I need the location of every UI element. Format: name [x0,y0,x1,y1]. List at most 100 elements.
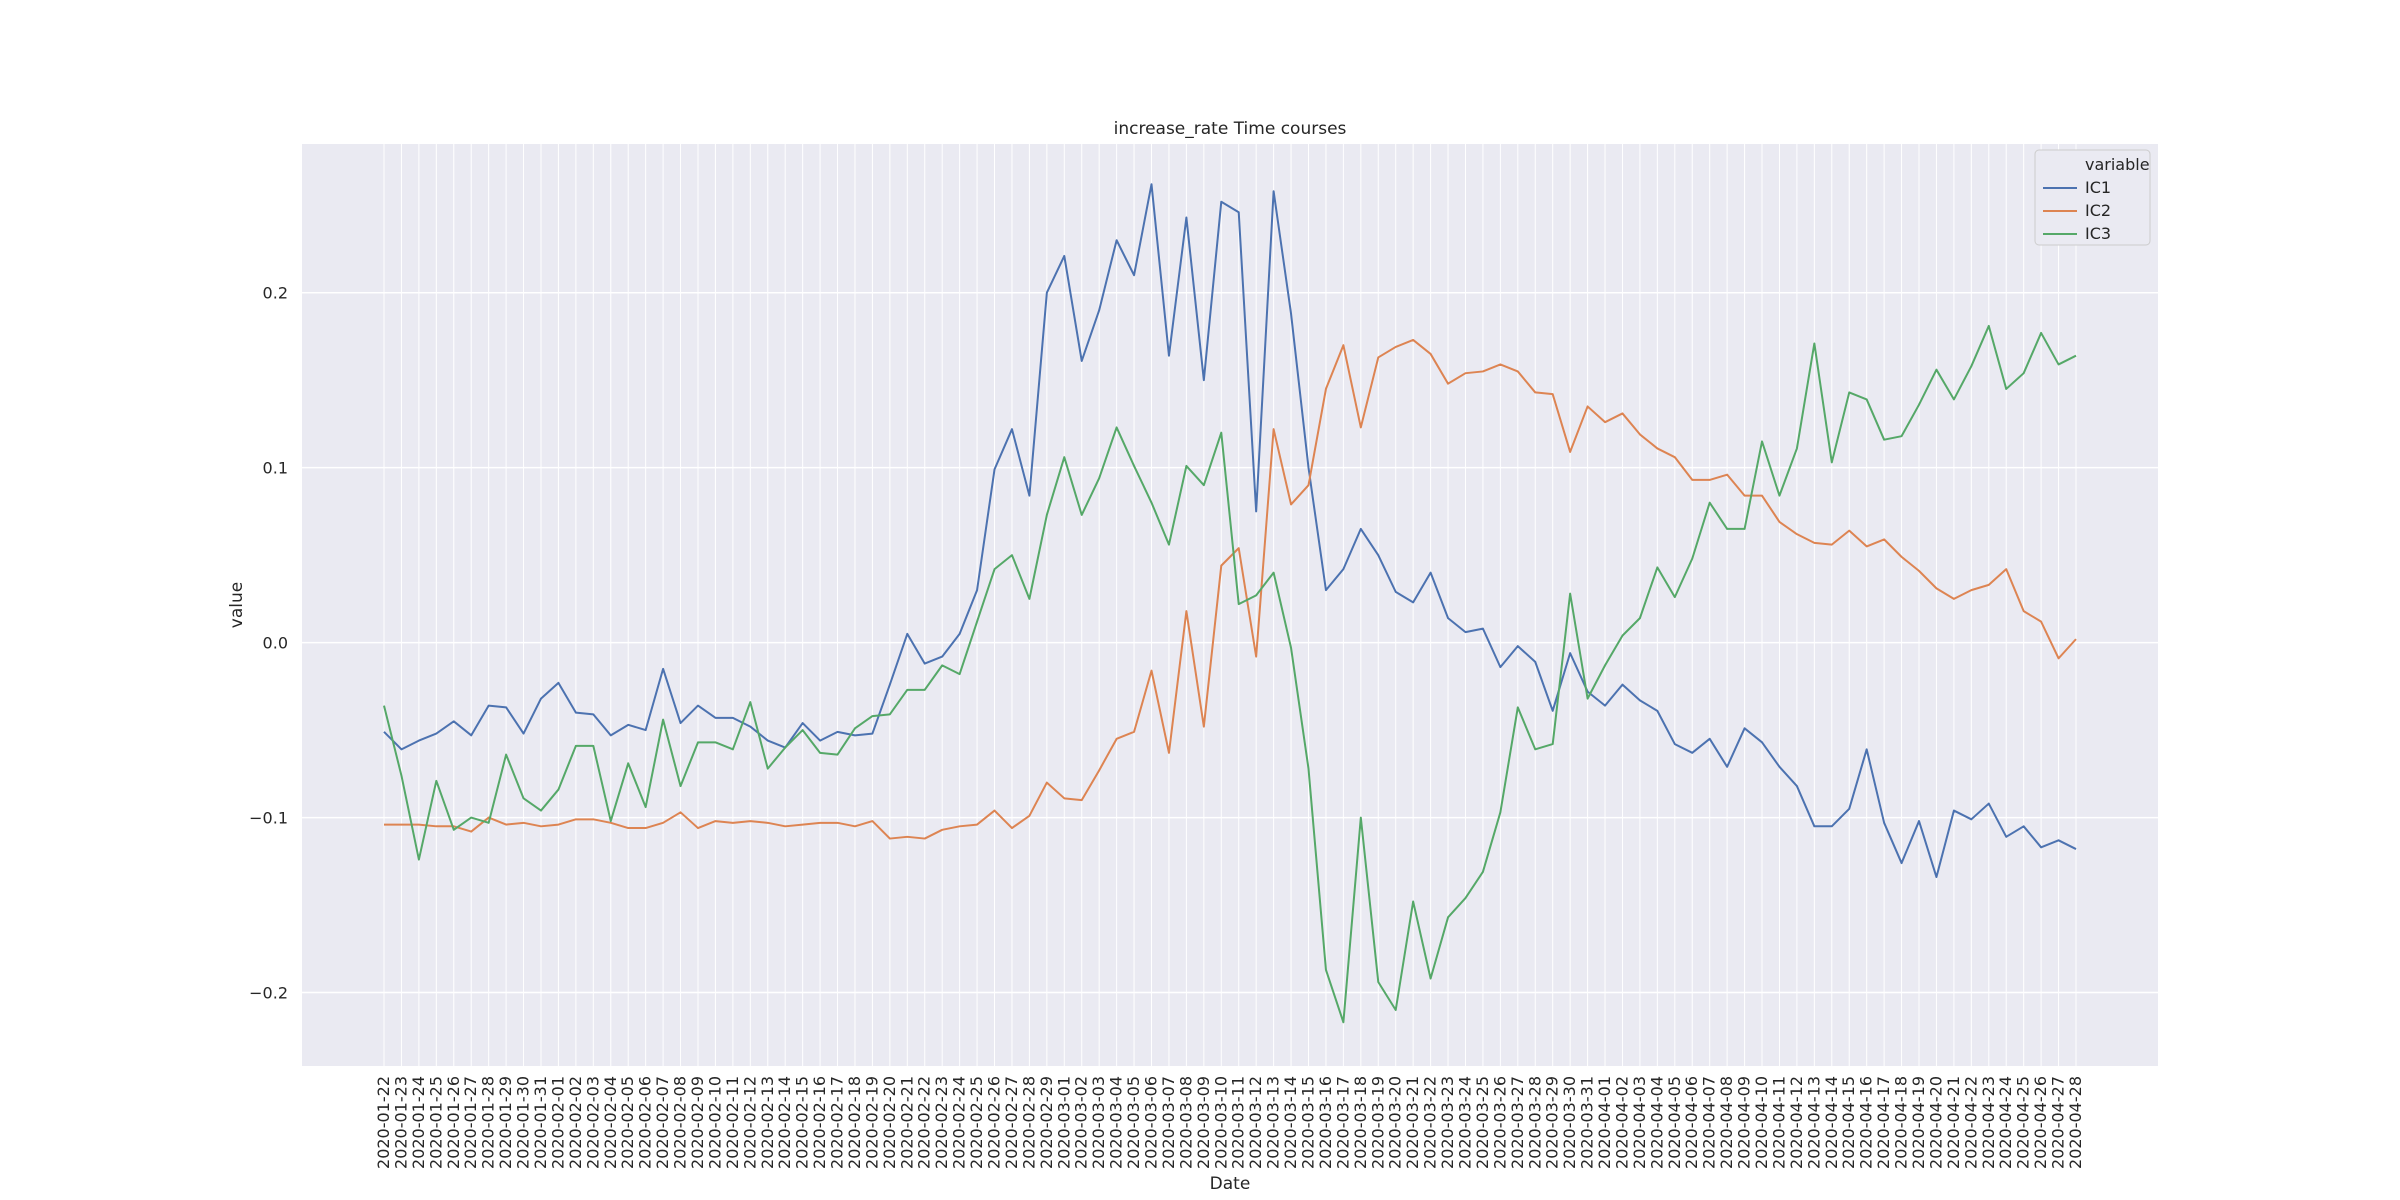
x-tick-label: 2020-03-24 [1455,1076,1474,1169]
x-tick-label: 2020-04-03 [1630,1076,1649,1169]
x-tick-label: 2020-02-02 [566,1076,585,1169]
x-tick-label: 2020-04-17 [1874,1076,1893,1169]
legend-box [2034,149,2151,246]
x-tick-label: 2020-04-02 [1612,1076,1631,1169]
x-tick-label: 2020-02-08 [671,1076,690,1169]
x-tick-label: 2020-03-02 [1072,1076,1091,1169]
x-tick-label: 2020-03-25 [1473,1076,1492,1169]
legend: variable IC1 IC2 IC3 [2034,149,2151,246]
legend-label-ic1: IC1 [2085,178,2111,197]
y-axis-title: value [227,582,247,628]
x-tick-label: 2020-04-27 [2049,1076,2068,1169]
x-tick-label: 2020-02-01 [548,1076,567,1169]
x-tick-label: 2020-03-27 [1508,1076,1527,1169]
x-tick-label: 2020-02-06 [636,1076,655,1169]
x-tick-label: 2020-03-21 [1403,1076,1422,1169]
x-tick-label: 2020-02-29 [1037,1076,1056,1169]
x-tick-label: 2020-04-08 [1717,1076,1736,1169]
x-tick-label: 2020-04-14 [1822,1076,1841,1169]
x-tick-label: 2020-04-13 [1804,1076,1823,1169]
x-tick-label: 2020-02-05 [618,1076,637,1169]
x-tick-label: 2020-04-22 [1961,1076,1980,1169]
x-tick-label: 2020-02-14 [775,1076,794,1169]
y-tick-label: 0.1 [263,459,288,478]
x-tick-label: 2020-02-17 [828,1076,847,1169]
series-lines [383,183,2077,1024]
legend-label-ic2: IC2 [2085,201,2111,220]
x-tick-label: 2020-03-05 [1124,1076,1143,1169]
x-tick-label: 2020-03-14 [1281,1076,1300,1169]
y-axis-ticks: −0.2 −0.1 0.0 0.1 0.2 [249,284,288,1003]
x-tick-label: 2020-03-03 [1089,1076,1108,1169]
x-tick-label: 2020-04-10 [1752,1076,1771,1169]
x-tick-label: 2020-04-26 [2031,1076,2050,1169]
series-line-ic3 [383,324,2077,1024]
x-tick-label: 2020-02-12 [740,1076,759,1169]
x-tick-label: 2020-04-01 [1595,1076,1614,1169]
x-tick-label: 2020-02-11 [723,1076,742,1169]
legend-label-ic3: IC3 [2085,224,2111,243]
x-tick-label: 2020-03-20 [1386,1076,1405,1169]
x-tick-label: 2020-02-04 [601,1076,620,1169]
x-tick-label: 2020-03-04 [1107,1076,1126,1169]
series-line-ic2 [384,338,2077,840]
x-tick-label: 2020-03-31 [1578,1076,1597,1169]
x-tick-label: 2020-03-10 [1211,1076,1230,1169]
x-tick-label: 2020-01-22 [374,1076,393,1169]
x-tick-label: 2020-02-10 [705,1076,724,1169]
x-tick-label: 2020-01-31 [531,1076,550,1169]
y-tick-label: 0.0 [263,634,288,653]
grid [302,144,2158,1066]
x-tick-label: 2020-02-25 [967,1076,986,1169]
legend-items: IC1 IC2 IC3 [2043,178,2111,243]
x-tick-label: 2020-03-22 [1421,1076,1440,1169]
x-tick-label: 2020-02-09 [688,1076,707,1169]
x-tick-label: 2020-01-23 [391,1076,410,1169]
x-tick-label: 2020-02-26 [985,1076,1004,1169]
x-tick-label: 2020-04-21 [1944,1076,1963,1169]
x-tick-label: 2020-04-20 [1926,1076,1945,1169]
x-tick-label: 2020-02-15 [793,1076,812,1169]
x-tick-label: 2020-04-09 [1735,1076,1754,1169]
chart-title: increase_rate Time courses [1114,119,1347,139]
legend-title: variable [2085,155,2150,174]
x-tick-label: 2020-01-28 [479,1076,498,1169]
x-tick-label: 2020-03-08 [1176,1076,1195,1169]
x-tick-label: 2020-03-06 [1142,1076,1161,1169]
x-tick-label: 2020-04-04 [1647,1076,1666,1169]
x-tick-label: 2020-02-22 [915,1076,934,1169]
x-tick-label: 2020-02-03 [583,1076,602,1169]
x-tick-label: 2020-03-17 [1333,1076,1352,1169]
x-tick-label: 2020-01-26 [444,1076,463,1169]
x-tick-label: 2020-04-23 [1979,1076,1998,1169]
x-tick-label: 2020-01-29 [496,1076,515,1169]
x-tick-label: 2020-03-15 [1298,1076,1317,1169]
x-tick-label: 2020-02-20 [880,1076,899,1169]
x-tick-label: 2020-03-16 [1316,1076,1335,1169]
x-tick-label: 2020-04-12 [1787,1076,1806,1169]
x-tick-label: 2020-02-07 [653,1076,672,1169]
x-tick-label: 2020-04-16 [1857,1076,1876,1169]
x-tick-label: 2020-02-27 [1002,1076,1021,1169]
x-tick-label: 2020-02-19 [862,1076,881,1169]
x-tick-label: 2020-01-30 [514,1076,533,1169]
x-tick-label: 2020-01-25 [426,1076,445,1169]
x-tick-label: 2020-01-27 [461,1076,480,1169]
x-tick-label: 2020-03-19 [1368,1076,1387,1169]
x-tick-label: 2020-03-23 [1438,1076,1457,1169]
y-tick-label: 0.2 [263,284,288,303]
x-tick-label: 2020-02-23 [932,1076,951,1169]
x-axis-title: Date [1210,1174,1251,1194]
x-tick-label: 2020-03-30 [1560,1076,1579,1169]
y-tick-label: −0.2 [249,984,288,1003]
x-tick-label: 2020-04-28 [2066,1076,2085,1169]
x-tick-label: 2020-03-18 [1351,1076,1370,1169]
x-tick-label: 2020-02-21 [897,1076,916,1169]
x-tick-label: 2020-03-28 [1525,1076,1544,1169]
x-tick-label: 2020-03-26 [1490,1076,1509,1169]
x-tick-label: 2020-03-09 [1194,1076,1213,1169]
x-tick-label: 2020-04-05 [1665,1076,1684,1169]
x-tick-label: 2020-04-18 [1892,1076,1911,1169]
x-tick-label: 2020-04-24 [1996,1076,2015,1169]
